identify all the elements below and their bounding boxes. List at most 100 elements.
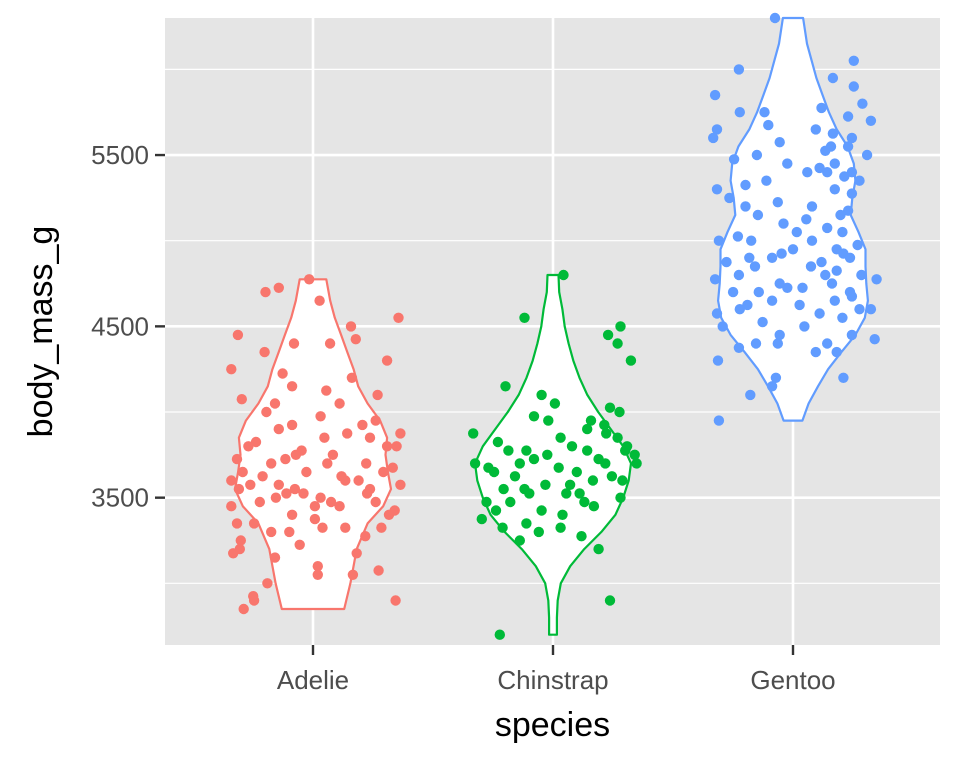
data-point-gentoo [846, 329, 858, 341]
data-point-gentoo [734, 107, 745, 118]
data-point-adelie [387, 462, 398, 473]
data-point-gentoo [822, 222, 833, 234]
data-point-chinstrap [612, 432, 623, 443]
data-point-gentoo [869, 334, 880, 345]
data-point-adelie [364, 483, 376, 495]
data-point-chinstrap [602, 329, 614, 341]
data-point-chinstrap [576, 531, 587, 542]
data-point-gentoo [827, 72, 839, 84]
data-point-chinstrap [601, 428, 612, 439]
data-point-chinstrap [494, 629, 505, 640]
data-point-chinstrap [542, 449, 553, 460]
data-point-chinstrap [582, 445, 593, 456]
data-point-adelie [273, 479, 284, 490]
data-point-gentoo [708, 132, 719, 144]
data-point-chinstrap [503, 445, 514, 456]
data-point-gentoo [733, 269, 745, 281]
data-point-gentoo [772, 197, 783, 208]
data-point-gentoo [727, 286, 739, 298]
data-point-gentoo [772, 338, 783, 349]
data-point-gentoo [745, 389, 756, 401]
data-point-adelie [370, 496, 381, 508]
data-point-adelie [372, 389, 383, 401]
x-tick-label: Gentoo [750, 665, 835, 695]
data-point-gentoo [733, 342, 745, 353]
data-point-adelie [254, 496, 265, 508]
data-point-adelie [309, 513, 321, 525]
data-point-chinstrap [614, 406, 625, 418]
data-point-chinstrap [617, 475, 628, 486]
data-point-adelie [345, 321, 357, 332]
data-point-gentoo [740, 201, 751, 212]
data-point-adelie [277, 368, 288, 379]
data-point-chinstrap [490, 505, 502, 516]
data-point-adelie [340, 522, 351, 533]
data-point-adelie [245, 479, 256, 490]
data-point-adelie [325, 496, 337, 508]
violin-gentoo [717, 16, 869, 422]
data-point-chinstrap [536, 389, 547, 401]
data-point-adelie [312, 561, 323, 572]
data-point-adelie [314, 295, 325, 306]
data-point-gentoo [856, 269, 867, 281]
data-point-chinstrap [593, 453, 604, 465]
data-point-gentoo [746, 235, 757, 246]
data-point-adelie [346, 372, 358, 383]
data-point-gentoo [844, 252, 856, 263]
data-point-adelie [289, 483, 301, 495]
data-point-gentoo [837, 226, 848, 238]
data-point-adelie [226, 475, 237, 486]
data-point-gentoo [709, 89, 721, 101]
data-point-chinstrap [588, 501, 600, 512]
data-point-adelie [243, 441, 254, 452]
data-point-adelie [350, 334, 361, 345]
data-point-gentoo [846, 167, 858, 178]
data-point-gentoo [709, 274, 721, 285]
data-point-adelie [261, 406, 272, 418]
data-point-gentoo [724, 192, 735, 204]
data-point-gentoo [717, 321, 728, 332]
data-point-gentoo [865, 115, 877, 127]
data-point-adelie [280, 453, 291, 465]
data-point-gentoo [770, 372, 782, 383]
data-point-gentoo [831, 244, 842, 255]
data-point-gentoo [848, 81, 859, 92]
data-point-gentoo [857, 98, 868, 109]
data-point-adelie [284, 526, 295, 538]
data-point-gentoo [757, 316, 768, 328]
data-point-chinstrap [582, 423, 593, 435]
data-point-chinstrap [625, 355, 637, 366]
data-point-gentoo [766, 381, 778, 392]
data-point-adelie [273, 282, 284, 293]
data-point-gentoo [865, 304, 877, 315]
data-point-gentoo [774, 329, 785, 341]
data-point-gentoo [854, 175, 865, 186]
data-point-adelie [236, 394, 247, 405]
data-point-adelie [248, 518, 260, 529]
data-point-gentoo [831, 265, 842, 276]
data-point-adelie [238, 603, 249, 615]
data-point-gentoo [810, 124, 821, 135]
data-point-adelie [381, 355, 393, 366]
data-point-chinstrap [468, 428, 479, 439]
data-point-chinstrap [533, 526, 544, 538]
data-point-chinstrap [497, 522, 508, 533]
data-point-chinstrap [476, 513, 487, 525]
data-point-chinstrap [561, 488, 572, 499]
data-point-adelie [235, 535, 246, 546]
data-point-gentoo [835, 209, 846, 221]
data-point-chinstrap [481, 496, 492, 508]
data-point-adelie [269, 398, 281, 409]
data-point-chinstrap [509, 471, 521, 482]
data-point-chinstrap [557, 509, 568, 520]
data-point-adelie [309, 501, 321, 512]
data-point-chinstrap [566, 441, 578, 452]
data-point-gentoo [794, 299, 805, 311]
data-point-adelie [364, 432, 376, 443]
violins [233, 16, 869, 636]
jitter-points [226, 12, 882, 640]
data-point-gentoo [749, 261, 761, 272]
data-point-adelie [319, 432, 330, 443]
data-point-gentoo [854, 304, 865, 315]
